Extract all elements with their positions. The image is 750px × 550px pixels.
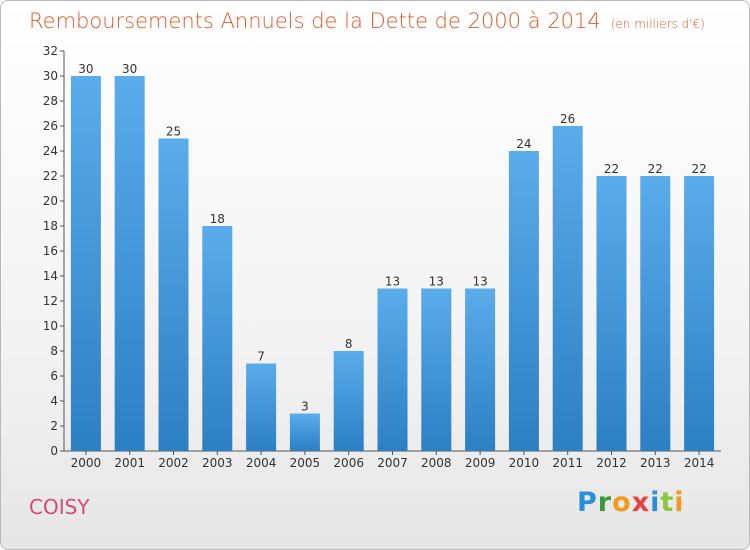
data-label: 13 bbox=[385, 275, 400, 289]
x-tick-label: 2000 bbox=[71, 456, 102, 470]
data-label: 22 bbox=[691, 162, 706, 176]
y-tick-label: 22 bbox=[43, 169, 58, 183]
bars: 30 30 25 18 7 3 8 13 13 13 24 26 22 22 22 bbox=[70, 62, 715, 451]
x-tick-label: 2010 bbox=[509, 456, 540, 470]
data-label: 3 bbox=[301, 400, 309, 414]
bar bbox=[377, 288, 408, 451]
data-label: 24 bbox=[516, 137, 531, 151]
x-tick-label: 2005 bbox=[290, 456, 321, 470]
bar bbox=[508, 151, 539, 451]
bar bbox=[114, 76, 145, 451]
data-label: 18 bbox=[210, 212, 225, 226]
commune-name: COISY bbox=[29, 495, 90, 519]
bar bbox=[596, 176, 627, 451]
proxiti-logo: Proxiti bbox=[577, 487, 685, 518]
y-tick-label: 28 bbox=[43, 94, 58, 108]
data-label: 7 bbox=[257, 350, 265, 364]
x-tick-label: 2012 bbox=[596, 456, 627, 470]
bar bbox=[70, 76, 101, 451]
bar bbox=[333, 351, 364, 451]
logo-letter: i bbox=[650, 487, 661, 518]
logo-letter: t bbox=[660, 487, 675, 518]
x-tick-label: 2001 bbox=[114, 456, 145, 470]
logo-letter: i bbox=[674, 487, 685, 518]
x-tick-label: 2014 bbox=[684, 456, 715, 470]
x-tick-label: 2003 bbox=[202, 456, 233, 470]
data-label: 22 bbox=[604, 162, 619, 176]
data-label: 30 bbox=[78, 62, 93, 76]
y-tick-label: 26 bbox=[43, 119, 58, 133]
y-tick-label: 24 bbox=[43, 144, 58, 158]
data-label: 25 bbox=[166, 125, 181, 139]
bar bbox=[640, 176, 671, 451]
x-tick-label: 2011 bbox=[552, 456, 583, 470]
x-tick-label: 2007 bbox=[377, 456, 408, 470]
y-tick-label: 6 bbox=[50, 369, 58, 383]
bar bbox=[421, 288, 452, 451]
data-label: 22 bbox=[648, 162, 663, 176]
data-label: 13 bbox=[429, 275, 444, 289]
x-tick-label: 2002 bbox=[158, 456, 189, 470]
y-tick-label: 14 bbox=[43, 269, 58, 283]
data-label: 30 bbox=[122, 62, 137, 76]
chart-subtitle: (en milliers d'€) bbox=[610, 17, 705, 31]
y-tick-label: 10 bbox=[43, 319, 58, 333]
y-tick-label: 30 bbox=[43, 69, 58, 83]
x-tick-label: 2013 bbox=[640, 456, 671, 470]
data-label: 13 bbox=[472, 275, 487, 289]
y-tick-label: 16 bbox=[43, 244, 58, 258]
bar bbox=[552, 126, 583, 451]
logo-letter: P bbox=[577, 487, 598, 518]
data-label: 26 bbox=[560, 112, 575, 126]
y-tick-label: 18 bbox=[43, 219, 58, 233]
x-tick-label: 2009 bbox=[465, 456, 496, 470]
bar bbox=[465, 288, 496, 451]
y-tick-label: 8 bbox=[50, 344, 58, 358]
y-tick-label: 32 bbox=[43, 44, 58, 58]
y-tick-label: 2 bbox=[50, 419, 58, 433]
x-tick-label: 2008 bbox=[421, 456, 452, 470]
bar bbox=[684, 176, 715, 451]
logo-letter: o bbox=[612, 487, 632, 518]
chart-title: Remboursements Annuels de la Dette de 20… bbox=[29, 9, 705, 33]
bar bbox=[246, 363, 277, 451]
data-label: 8 bbox=[345, 337, 353, 351]
bar bbox=[289, 413, 320, 451]
bar bbox=[158, 138, 189, 451]
x-tick-label: 2004 bbox=[246, 456, 277, 470]
y-tick-label: 12 bbox=[43, 294, 58, 308]
x-tick-label: 2006 bbox=[333, 456, 364, 470]
logo-letter: x bbox=[631, 487, 651, 518]
y-tick-label: 20 bbox=[43, 194, 58, 208]
y-tick-label: 0 bbox=[50, 444, 58, 458]
y-tick-label: 4 bbox=[50, 394, 58, 408]
logo-letter: r bbox=[597, 487, 613, 518]
bar bbox=[202, 226, 233, 451]
